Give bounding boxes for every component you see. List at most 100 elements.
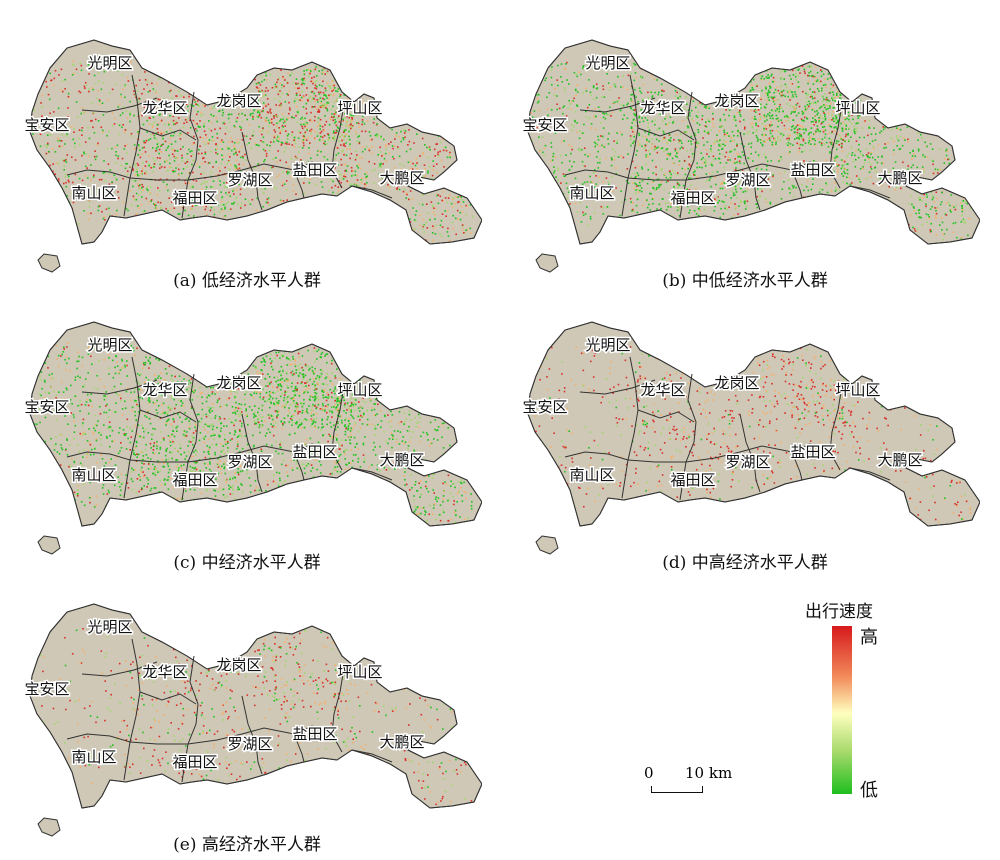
district-label: 龙华区 [142, 381, 187, 399]
district-boundary [627, 161, 831, 181]
district-label: 大鹏区 [877, 169, 922, 187]
district-label: 福田区 [670, 189, 715, 207]
district-label: 龙华区 [142, 99, 187, 117]
district-label: 光明区 [87, 54, 132, 72]
district-boundary [791, 169, 803, 199]
district-boundary [139, 127, 197, 141]
district-label: 南山区 [71, 748, 116, 766]
map-panel-b: 光明区 宝安区 龙华区 龙岗区 坪山区 南山区 福田区 罗湖区 盐田区 大鹏区 (b) 中低经济水… [510, 20, 980, 295]
district-boundary [123, 356, 141, 499]
district-boundary [81, 661, 158, 677]
district-boundary [351, 467, 393, 481]
district-label: 龙岗区 [216, 656, 261, 674]
district-boundary [66, 451, 131, 461]
travel-speed-points [531, 342, 972, 523]
district-label: 龙岗区 [216, 92, 261, 110]
district-boundary [637, 409, 695, 423]
map-panel-e: 光明区 宝安区 龙华区 龙岗区 坪山区 南山区 福田区 罗湖区 盐田区 大鹏区 (e) 高经济水平… [12, 584, 482, 859]
district-boundary [181, 655, 199, 783]
district-label: 龙华区 [640, 381, 685, 399]
map-panel-a: 光明区 宝安区 龙华区 龙岗区 坪山区 南山区 福田区 罗湖区 盐田区 大鹏区 (a) 低经济水平… [12, 20, 482, 295]
district-boundary [679, 373, 697, 501]
district-label: 盐田区 [292, 725, 337, 743]
district-label: 龙岗区 [714, 92, 759, 110]
district-label: 罗湖区 [227, 453, 272, 471]
district-boundary [241, 695, 263, 775]
district-boundary [181, 91, 199, 219]
district-label: 大鹏区 [877, 451, 922, 469]
district-boundary [564, 451, 629, 461]
panel-caption: (e) 高经济水平人群 [173, 835, 321, 855]
district-boundary [849, 185, 891, 199]
district-label: 坪山区 [835, 381, 880, 399]
district-label: 坪山区 [337, 99, 382, 117]
district-boundary [621, 356, 639, 499]
district-label: 坪山区 [835, 99, 880, 117]
legend-title: 出行速度 [805, 602, 873, 622]
district-label: 光明区 [87, 336, 132, 354]
district-boundary [637, 127, 695, 141]
district-boundary [331, 103, 345, 189]
district-label: 盐田区 [790, 443, 835, 461]
district-label: 福田区 [172, 471, 217, 489]
district-boundary [81, 379, 158, 395]
district-label: 盐田区 [790, 161, 835, 179]
district-boundary [293, 169, 305, 199]
legend-low-label: 低 [860, 780, 878, 801]
district-label: 龙华区 [142, 663, 187, 681]
district-label: 盐田区 [292, 161, 337, 179]
district-boundary [293, 451, 305, 481]
district-boundary [129, 443, 333, 463]
district-label: 大鹏区 [379, 169, 424, 187]
district-label: 坪山区 [337, 381, 382, 399]
scale-end-label: 10 km [685, 764, 733, 782]
island [535, 535, 559, 555]
district-boundary [739, 131, 761, 211]
island [535, 253, 559, 273]
district-label: 南山区 [71, 466, 116, 484]
district-boundary [627, 443, 831, 463]
district-label: 罗湖区 [725, 453, 770, 471]
district-label: 宝安区 [24, 680, 69, 698]
district-boundary [66, 733, 131, 743]
panel-caption: (b) 中低经济水平人群 [662, 271, 828, 291]
travel-speed-points [530, 60, 972, 242]
district-label: 盐田区 [292, 443, 337, 461]
map-panel-c: 光明区 宝安区 龙华区 龙岗区 坪山区 南山区 福田区 罗湖区 盐田区 大鹏区 (c) 中经济水平… [12, 302, 482, 577]
district-boundary [621, 74, 639, 217]
district-label: 宝安区 [522, 398, 567, 416]
district-label: 南山区 [569, 466, 614, 484]
district-boundary [139, 691, 197, 705]
map-panel-d: 光明区 宝安区 龙华区 龙岗区 坪山区 南山区 福田区 罗湖区 盐田区 大鹏区 (d) 中高经济水… [510, 302, 980, 577]
district-boundary [181, 373, 199, 501]
district-boundary [564, 169, 629, 179]
district-boundary [829, 103, 843, 189]
district-boundary [241, 131, 263, 211]
district-boundary [679, 91, 697, 219]
district-label: 坪山区 [337, 663, 382, 681]
district-label: 罗湖区 [227, 735, 272, 753]
legend-color-ramp [832, 626, 852, 794]
district-label: 福田区 [670, 471, 715, 489]
district-boundary [331, 385, 345, 471]
scale-bar: 0 10 km [640, 764, 750, 804]
district-boundary [331, 667, 345, 753]
district-boundary [81, 97, 158, 113]
panel-caption: (a) 低经济水平人群 [173, 271, 321, 291]
district-label: 南山区 [71, 184, 116, 202]
district-boundary [829, 385, 843, 471]
district-boundary [579, 379, 656, 395]
district-boundary [579, 97, 656, 113]
district-boundary [293, 733, 305, 763]
district-label: 宝安区 [522, 116, 567, 134]
district-label: 福田区 [172, 753, 217, 771]
district-label: 龙岗区 [714, 374, 759, 392]
district-boundary [129, 725, 333, 745]
district-boundary [139, 409, 197, 423]
district-label: 南山区 [569, 184, 614, 202]
